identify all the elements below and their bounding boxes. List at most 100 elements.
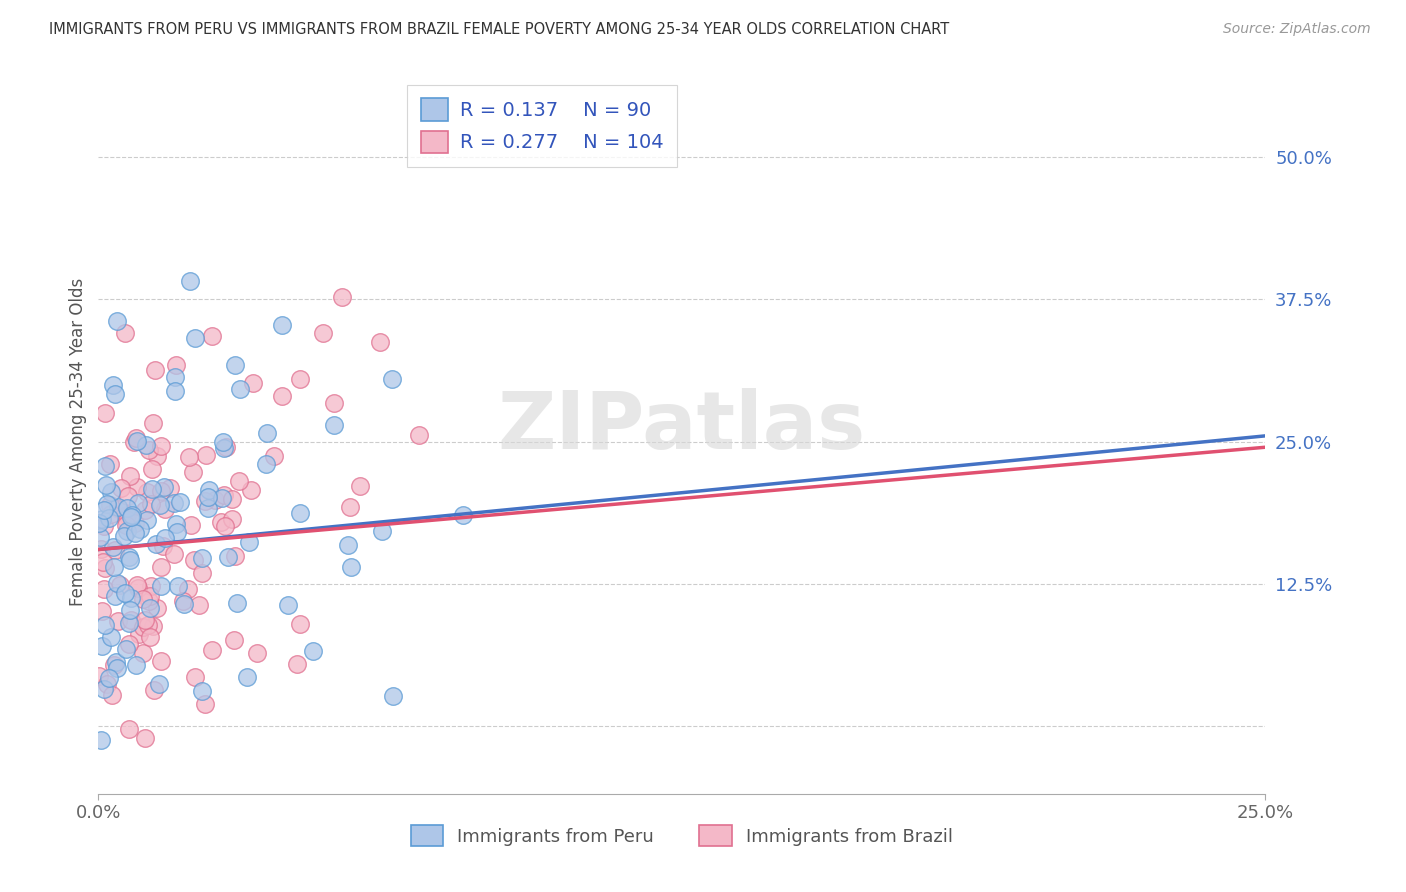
Point (214, 441, 236, 455)
Point (149, 498, 172, 512)
Point (172, 593, 194, 607)
Text: Source: ZipAtlas.com: Source: ZipAtlas.com (1223, 22, 1371, 37)
Point (93, 582, 115, 596)
Point (104, 589, 127, 603)
Point (138, 601, 160, 615)
Point (118, 553, 141, 567)
Point (134, 613, 156, 627)
Point (97, 671, 120, 685)
Point (323, 417, 346, 432)
Point (132, 620, 155, 634)
Point (263, 449, 285, 463)
Text: IMMIGRANTS FROM PERU VS IMMIGRANTS FROM BRAZIL FEMALE POVERTY AMONG 25-34 YEAR O: IMMIGRANTS FROM PERU VS IMMIGRANTS FROM … (49, 22, 949, 37)
Point (221, 491, 243, 506)
Point (212, 488, 235, 502)
Point (104, 655, 127, 669)
Point (163, 384, 186, 398)
Point (98, 458, 121, 472)
Point (93, 681, 115, 696)
Point (240, 483, 263, 497)
Point (96, 478, 118, 492)
Point (226, 596, 249, 610)
Point (368, 335, 391, 350)
Point (100, 498, 122, 512)
Point (204, 492, 226, 507)
Point (198, 483, 221, 498)
Point (146, 600, 169, 615)
Point (90, 733, 112, 747)
Point (121, 510, 143, 524)
Point (87, 669, 110, 683)
Point (101, 541, 124, 555)
Point (100, 485, 122, 500)
Point (149, 484, 172, 499)
Point (94, 458, 117, 473)
Point (288, 507, 311, 521)
Point (177, 582, 200, 596)
Point (337, 538, 360, 552)
Point (165, 370, 187, 384)
Point (110, 578, 132, 592)
Point (101, 378, 124, 392)
Point (163, 547, 186, 561)
Point (254, 457, 277, 471)
Point (105, 575, 128, 590)
Point (122, 434, 145, 449)
Point (127, 581, 149, 595)
Point (94, 405, 117, 419)
Point (93, 804, 115, 818)
Point (301, 643, 323, 657)
Point (183, 553, 205, 567)
Point (117, 524, 139, 539)
Point (181, 465, 204, 479)
Point (451, 508, 474, 522)
Point (103, 560, 125, 574)
Legend: Immigrants from Peru, Immigrants from Brazil: Immigrants from Peru, Immigrants from Br… (402, 816, 962, 855)
Point (114, 512, 136, 526)
Point (134, 502, 156, 516)
Point (349, 478, 371, 492)
Point (211, 435, 233, 450)
Point (211, 491, 233, 505)
Point (143, 682, 166, 697)
Point (93, 503, 115, 517)
Point (184, 331, 207, 345)
Point (91, 639, 114, 653)
Point (288, 372, 311, 386)
Point (165, 358, 187, 372)
Point (194, 494, 217, 508)
Point (153, 531, 176, 545)
Point (270, 318, 292, 332)
Point (322, 396, 344, 410)
Point (101, 688, 124, 702)
Point (141, 579, 163, 593)
Point (98, 511, 121, 525)
Point (187, 599, 209, 613)
Point (191, 551, 214, 566)
Point (139, 630, 162, 644)
Point (381, 689, 404, 703)
Point (120, 468, 142, 483)
Point (142, 619, 165, 633)
Point (224, 359, 246, 373)
Point (149, 654, 172, 668)
Point (141, 482, 163, 496)
Point (381, 372, 404, 386)
Point (180, 518, 202, 533)
Point (118, 603, 141, 617)
Point (94, 617, 117, 632)
Point (148, 677, 170, 691)
Point (145, 537, 167, 551)
Point (149, 439, 172, 453)
Point (124, 525, 146, 540)
Point (142, 417, 165, 431)
Point (115, 508, 138, 523)
Point (138, 618, 160, 632)
Point (222, 632, 245, 647)
Point (197, 501, 219, 516)
Point (184, 670, 207, 684)
Point (138, 442, 160, 457)
Point (246, 646, 269, 660)
Point (105, 314, 128, 328)
Point (145, 449, 167, 463)
